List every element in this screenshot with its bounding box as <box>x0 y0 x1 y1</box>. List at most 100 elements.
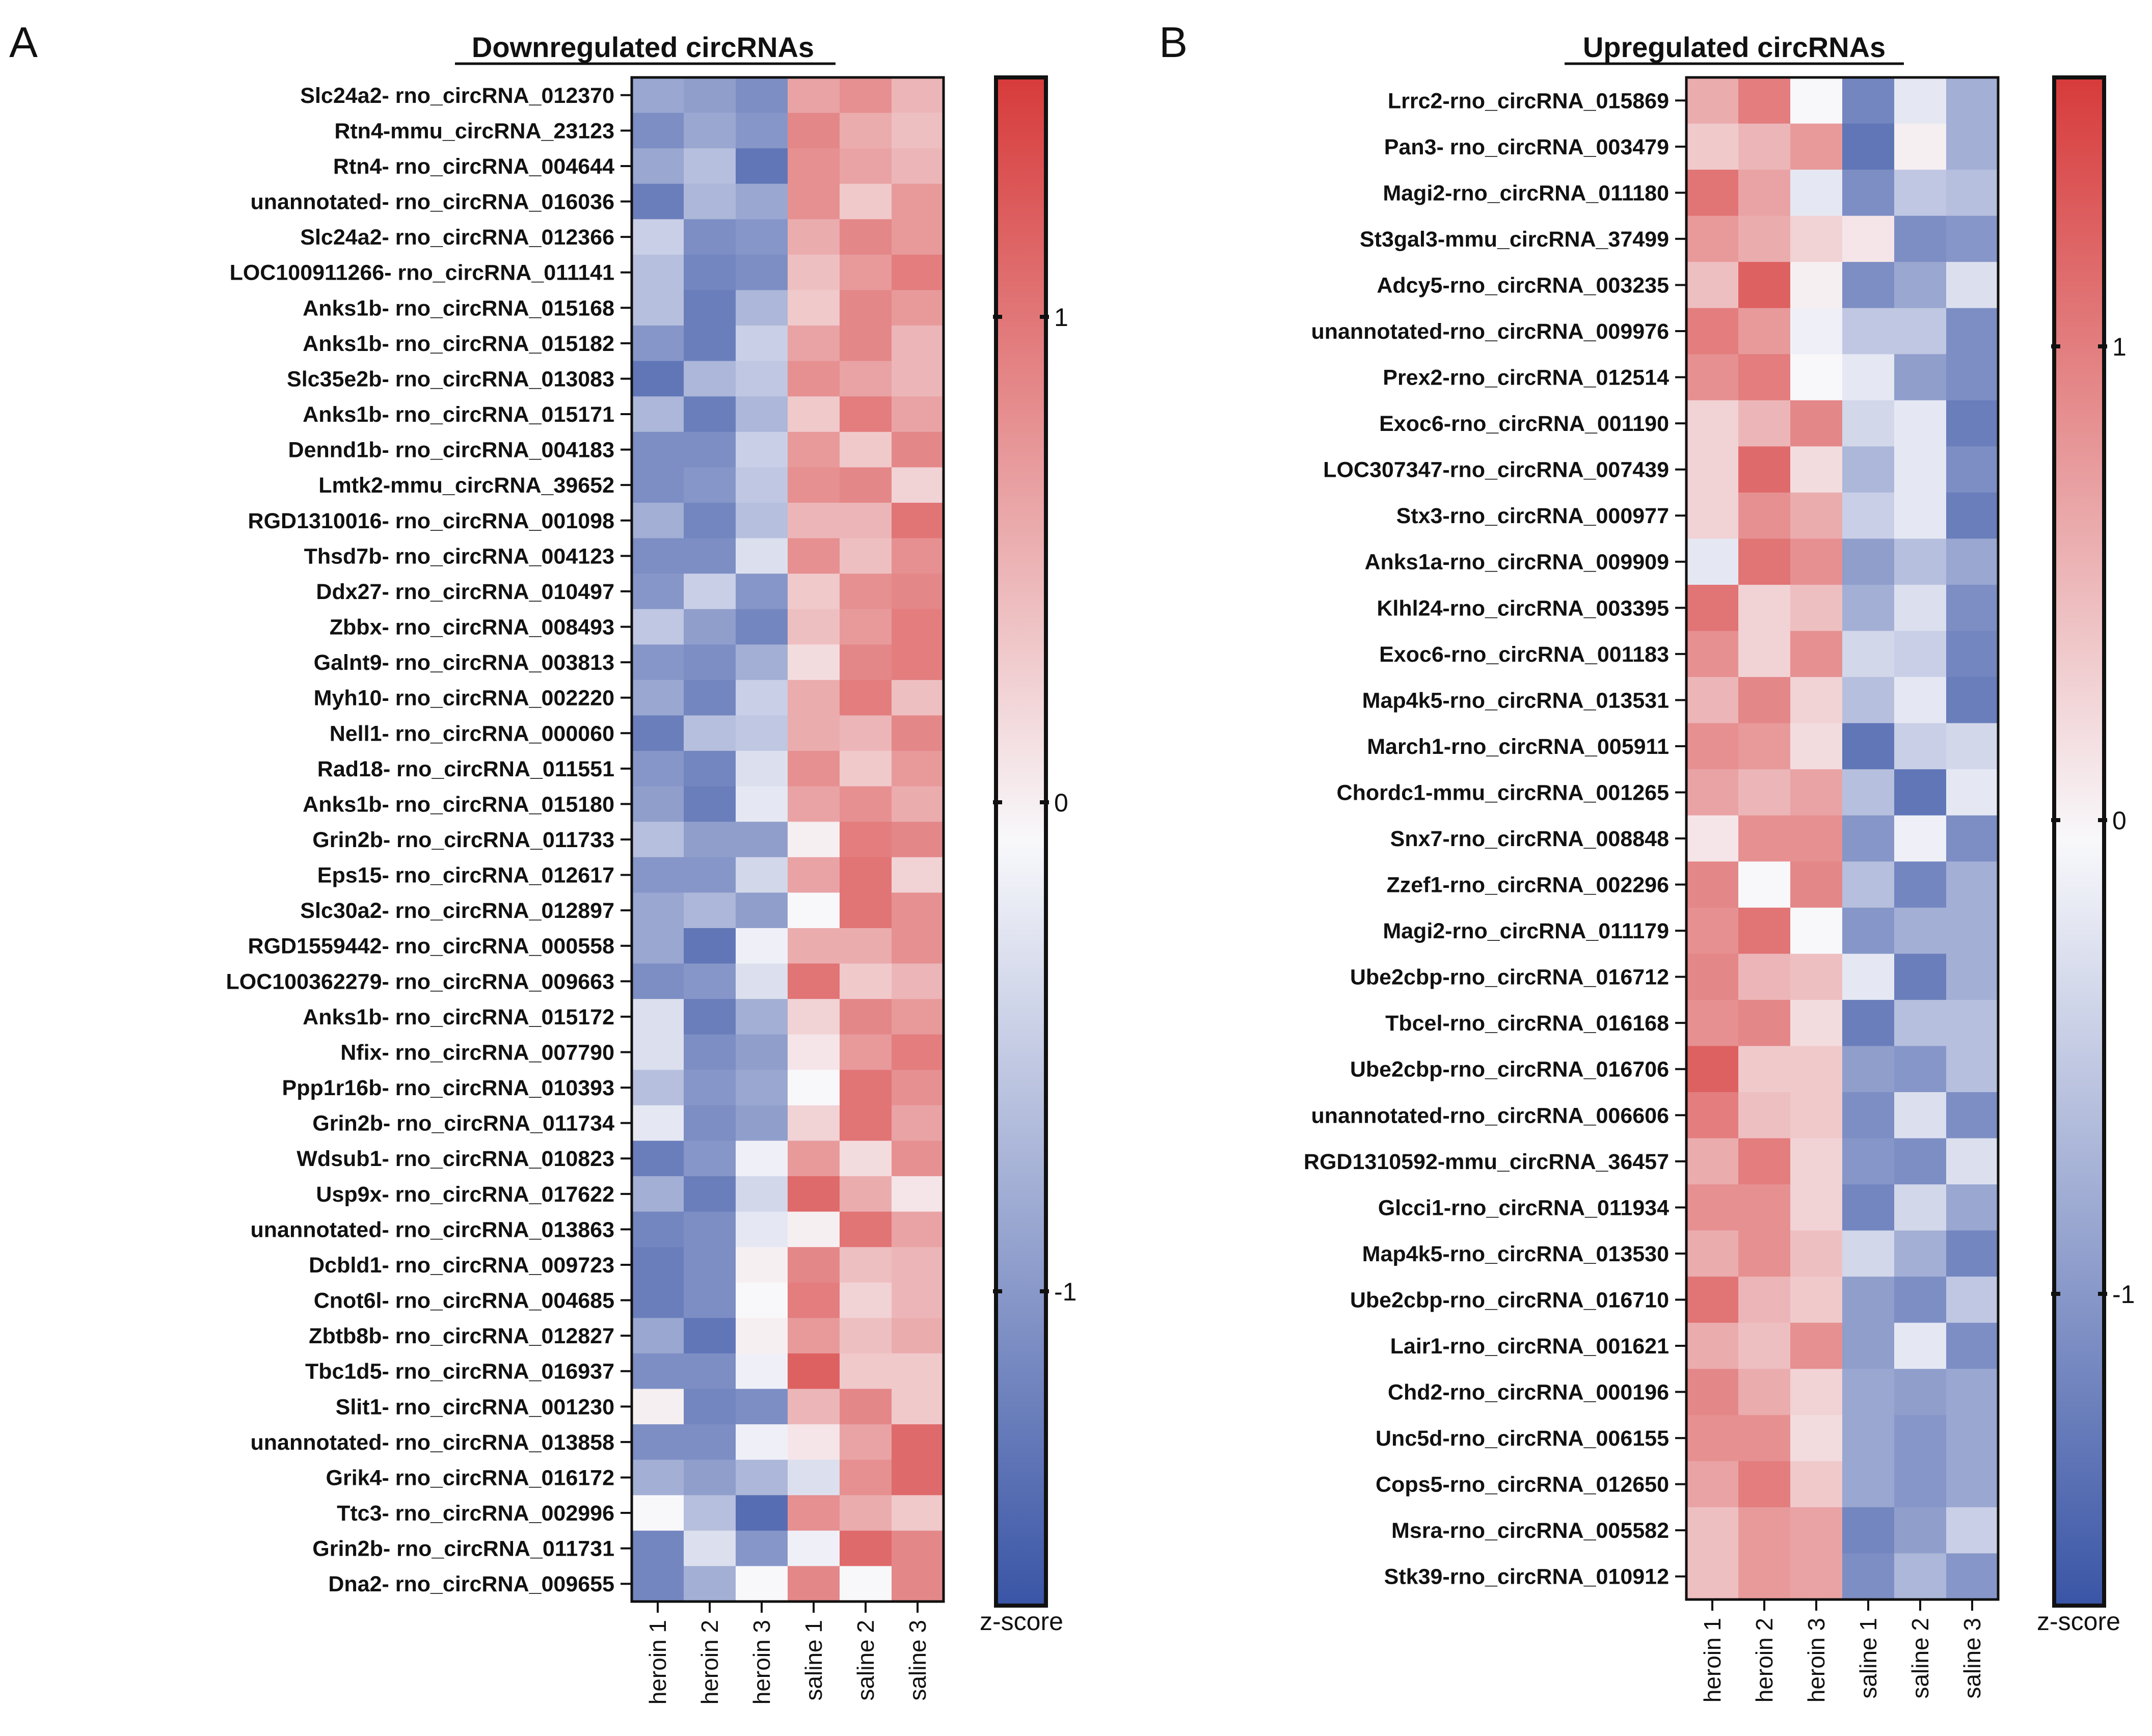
row-label: Ppp1r16b- rno_circRNA_010393 <box>282 1076 614 1100</box>
heatmap-cell <box>736 183 788 220</box>
column-label: saline 1 <box>1855 1618 1881 1699</box>
heatmap-cell <box>840 431 892 468</box>
heatmap-cell <box>736 857 788 893</box>
heatmap-cell <box>892 680 944 716</box>
heatmap-cell <box>840 1211 892 1247</box>
row-label: Ttc3- rno_circRNA_002996 <box>337 1501 614 1526</box>
heatmap-cell <box>1946 308 1999 355</box>
heatmap-cell <box>1894 262 1947 309</box>
heatmap-cell <box>632 1318 684 1354</box>
heatmap-cell <box>684 1141 736 1177</box>
heatmap-cell <box>736 1566 788 1602</box>
heatmap-cell <box>632 1424 684 1460</box>
heatmap-cell <box>736 1459 788 1496</box>
heatmap-cell <box>684 538 736 574</box>
heatmap-cell <box>1790 1230 1843 1277</box>
heatmap-cell <box>1894 1277 1947 1323</box>
heatmap-cell <box>684 113 736 149</box>
heatmap-cell <box>1842 1092 1895 1139</box>
heatmap-cell <box>632 148 684 184</box>
heatmap-cell <box>736 431 788 468</box>
heatmap-cell <box>1946 262 1999 309</box>
row-label: Adcy5-rno_circRNA_003235 <box>1377 273 1669 297</box>
heatmap-cell <box>840 751 892 787</box>
heatmap-cell <box>1738 1230 1791 1277</box>
row-label: unannotated-rno_circRNA_009976 <box>1311 319 1669 344</box>
heatmap-cell <box>736 680 788 716</box>
heatmap-cell <box>1738 907 1791 954</box>
heatmap-cell <box>892 1566 944 1602</box>
heatmap-cell <box>840 1282 892 1318</box>
heatmap-cell <box>632 1530 684 1567</box>
heatmap-cell <box>684 928 736 964</box>
heatmap-cell <box>1790 215 1843 262</box>
row-label: Ddx27- rno_circRNA_010497 <box>316 580 614 604</box>
heatmap-cell <box>1738 400 1791 447</box>
heatmap-cell <box>684 1566 736 1602</box>
heatmap-cell <box>788 857 840 893</box>
column-label: heroin 3 <box>748 1620 775 1704</box>
heatmap-cell <box>1946 538 1999 585</box>
heatmap-cell <box>788 1034 840 1070</box>
heatmap-cell <box>892 1176 944 1212</box>
heatmap-cell <box>632 1247 684 1283</box>
heatmap-cell <box>1686 1369 1739 1416</box>
heatmap-cell <box>1894 1415 1947 1461</box>
heatmap-cell <box>1686 308 1739 355</box>
heatmap-cell <box>840 396 892 432</box>
heatmap-cell <box>1894 769 1947 816</box>
heatmap-cell <box>1738 1322 1791 1369</box>
heatmap-cell <box>1790 123 1843 170</box>
heatmap-cells <box>632 77 944 1602</box>
heatmap-cell <box>840 822 892 858</box>
heatmap-cell <box>1790 492 1843 539</box>
heatmap-cells <box>1686 77 1999 1600</box>
heatmap-cell <box>1686 631 1739 677</box>
heatmap-cell <box>736 644 788 681</box>
row-label: Dcbld1- rno_circRNA_009723 <box>309 1253 614 1278</box>
row-label: Glcci1-rno_circRNA_011934 <box>1378 1196 1669 1220</box>
heatmap-cell <box>1790 308 1843 355</box>
row-label: Prex2-rno_circRNA_012514 <box>1383 366 1669 390</box>
heatmap-cell <box>1842 1553 1895 1600</box>
heatmap-cell <box>684 254 736 291</box>
heatmap-cell <box>788 219 840 255</box>
heatmap-cell <box>1738 815 1791 862</box>
heatmap-title: Downregulated circRNAs <box>472 31 814 63</box>
heatmap-cell <box>632 857 684 893</box>
heatmap-cell <box>1738 585 1791 632</box>
heatmap-cell <box>840 1424 892 1460</box>
heatmap-cell <box>1946 907 1999 954</box>
heatmap-cell <box>892 1247 944 1283</box>
heatmap-cell <box>736 1247 788 1283</box>
heatmap-cell <box>632 786 684 822</box>
heatmap-cell <box>788 1070 840 1106</box>
heatmap-cell <box>892 1211 944 1247</box>
heatmap-cell <box>840 928 892 964</box>
colorbar <box>2052 75 2106 1608</box>
heatmap-cell <box>632 113 684 149</box>
heatmap-cell <box>1842 215 1895 262</box>
heatmap-cell <box>1686 77 1739 124</box>
row-label: Grin2b- rno_circRNA_011733 <box>312 828 614 852</box>
heatmap-cell <box>1790 1369 1843 1416</box>
heatmap-cell <box>736 396 788 432</box>
heatmap-cell <box>1686 815 1739 862</box>
heatmap-cell <box>840 1247 892 1283</box>
heatmap-cell <box>1686 446 1739 493</box>
heatmap-cell <box>1894 1461 1947 1508</box>
heatmap-cell <box>736 219 788 255</box>
heatmap-cell <box>736 892 788 929</box>
colorbar <box>994 75 1048 1608</box>
heatmap-cell <box>632 1105 684 1142</box>
heatmap-cell <box>892 113 944 149</box>
panel-a-downregulated: A Downregulated circRNAs Slc24a2- rno_circ… <box>9 18 1077 1704</box>
heatmap-cell <box>840 538 892 574</box>
heatmap-cell <box>1842 723 1895 770</box>
heatmap-cell <box>1946 400 1999 447</box>
heatmap-cell <box>788 680 840 716</box>
heatmap-cell <box>1946 1369 1999 1416</box>
heatmap-cell <box>1894 77 1947 124</box>
heatmap-cell <box>684 361 736 397</box>
heatmap-cell <box>1790 1415 1843 1461</box>
